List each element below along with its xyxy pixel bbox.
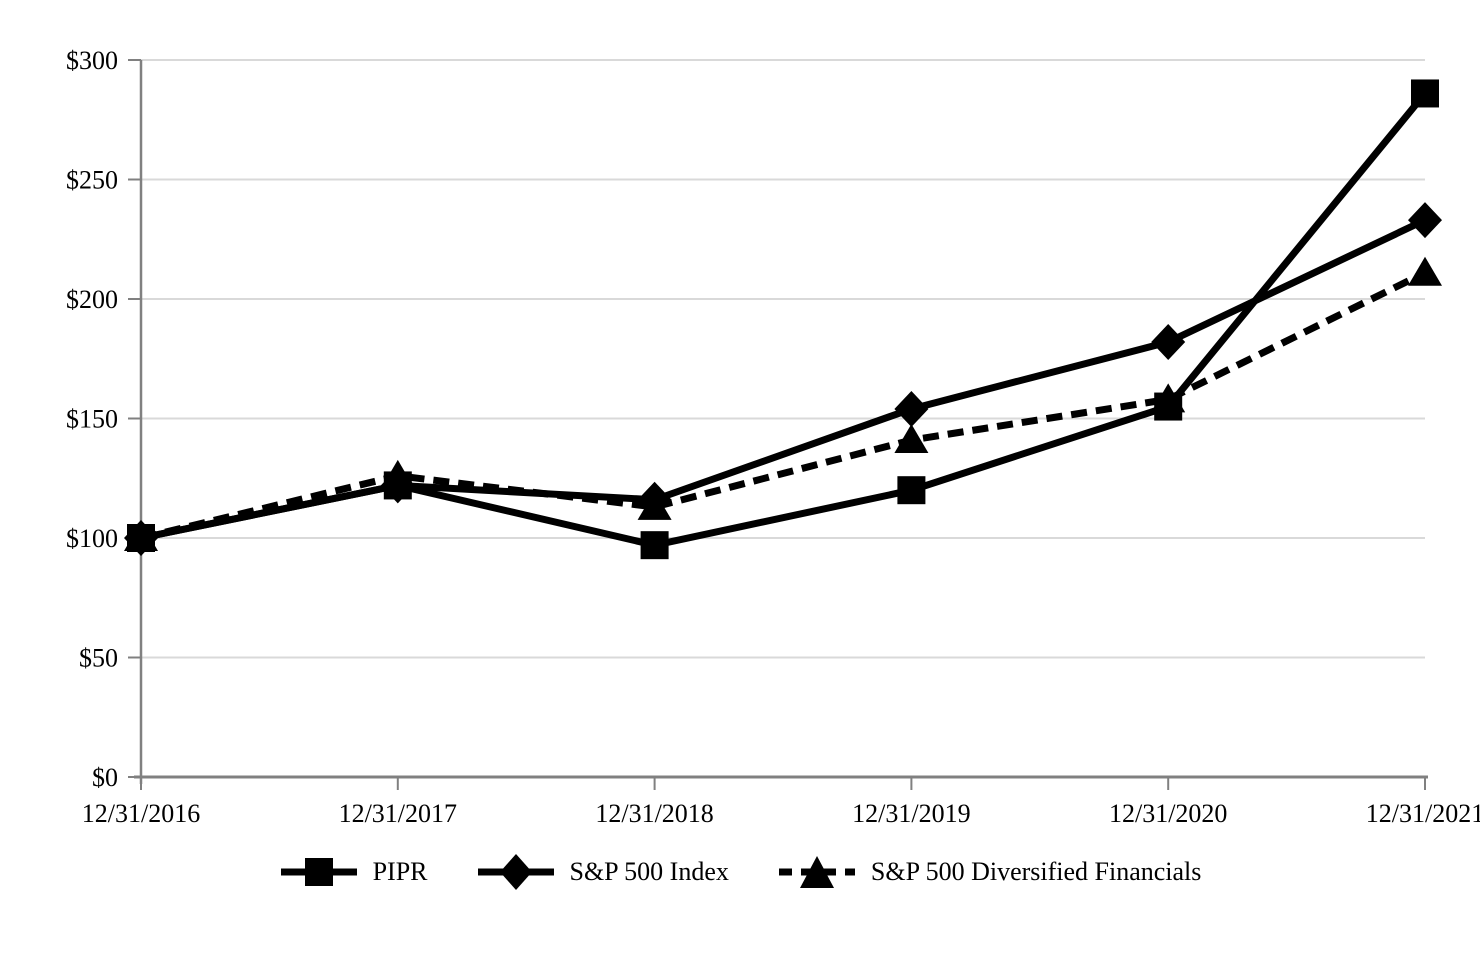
s-p-500-diversified-financials-line — [140, 269, 1427, 542]
pipr-data-point-marker — [127, 524, 155, 552]
legend-item-sp500-index: S&P 500 Index — [476, 852, 729, 892]
s-p-500-index-data-point-marker — [1408, 202, 1442, 239]
s-p-500-index-data-point-marker — [894, 390, 929, 427]
s-p-500-diversified-financials-data-point-marker — [894, 424, 929, 454]
x-axis-tick-label: 12/31/2018 — [595, 799, 713, 828]
s-p-500-diversified-financials-data-point-marker — [637, 490, 672, 520]
y-axis-tick-label: $0 — [92, 763, 118, 792]
pipr-data-point-marker — [640, 531, 669, 560]
s-p-500-diversified-financials-data-point-marker — [1408, 256, 1442, 286]
legend-item-pipr: PIPR — [279, 852, 428, 892]
x-axis-tick-label: 12/31/2019 — [852, 799, 970, 828]
pipr-line — [140, 91, 1428, 549]
y-axis-tick-label: $200 — [66, 285, 118, 314]
legend-label-sp500-diversified-financials: S&P 500 Diversified Financials — [870, 857, 1202, 886]
triangle-marker-icon — [778, 856, 855, 888]
x-axis-tick-label: 12/31/2020 — [1109, 799, 1227, 828]
pipr-data-point-marker — [1154, 392, 1183, 421]
diamond-marker-icon — [477, 854, 554, 890]
x-axis-tick-label: 12/31/2017 — [339, 799, 457, 828]
y-axis-tick-label: $100 — [66, 524, 118, 553]
x-axis-tick-label: 12/31/2016 — [82, 799, 200, 828]
legend-label-sp500-index: S&P 500 Index — [569, 857, 729, 886]
y-axis-tick-label: $150 — [66, 405, 118, 434]
legend-label-pipr: PIPR — [372, 857, 428, 886]
chart-legend: PIPR S&P 500 Index S&P 500 Diversified F… — [0, 852, 1480, 892]
s-p-500-index-data-point-marker — [1151, 324, 1186, 361]
s-p-500-index-line — [140, 216, 1427, 542]
y-axis-tick-label: $300 — [66, 46, 118, 75]
pipr-data-point-marker — [1411, 79, 1439, 108]
square-marker-icon — [280, 858, 357, 886]
legend-item-sp500-diversified-financials: S&P 500 Diversified Financials — [777, 852, 1202, 892]
pipr-data-point-marker — [897, 476, 926, 505]
y-axis-tick-label: $50 — [79, 644, 118, 673]
y-axis-tick-label: $250 — [66, 166, 118, 195]
x-axis-tick-label: 12/31/2021 — [1366, 799, 1480, 828]
pipr-data-point-marker — [383, 471, 412, 500]
